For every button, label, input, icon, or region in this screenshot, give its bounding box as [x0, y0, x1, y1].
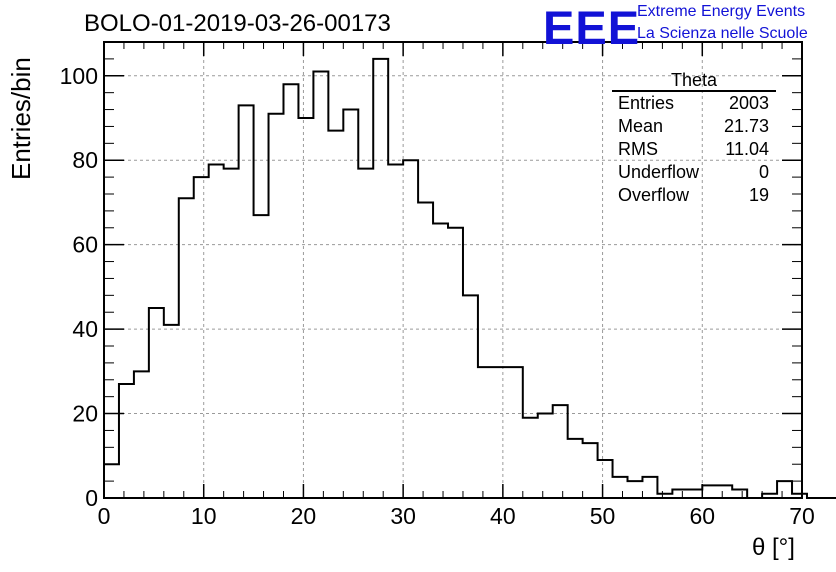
y-tick-label: 100 [60, 63, 98, 89]
stats-row-mean: Mean 21.73 [612, 115, 776, 138]
tick-labels: 0 10 20 30 40 50 60 70 0 20 40 60 80 100 [60, 63, 815, 529]
x-tick-label: 40 [490, 503, 516, 529]
stats-box: Theta Entries 2003 Mean 21.73 RMS 11.04 … [612, 70, 776, 207]
x-tick-label: 30 [390, 503, 416, 529]
eee-logo: EEE [543, 1, 641, 54]
stats-title: Theta [612, 70, 776, 92]
x-axis-label: θ [°] [752, 534, 795, 561]
x-tick-label: 10 [191, 503, 217, 529]
stats-row-rms: RMS 11.04 [612, 138, 776, 161]
x-tick-label: 50 [590, 503, 616, 529]
y-tick-label: 20 [72, 401, 98, 427]
chart-title: BOLO-01-2019-03-26-00173 [84, 10, 391, 37]
y-tick-label: 80 [72, 147, 98, 173]
stats-value: 19 [748, 185, 769, 205]
stats-label: Entries [618, 93, 675, 113]
stats-row-underflow: Underflow 0 [612, 161, 776, 184]
axis-ticks [103, 41, 803, 499]
stats-row-overflow: Overflow 19 [612, 184, 776, 207]
y-axis-label: Entries/bin [6, 57, 36, 180]
logo-text-line-1: Extreme Energy Events [637, 3, 806, 20]
y-tick-label: 40 [72, 316, 98, 342]
x-tick-label: 20 [291, 503, 317, 529]
x-tick-label: 60 [689, 503, 715, 529]
grid-lines [104, 42, 802, 498]
stats-value: 2003 [728, 93, 769, 113]
y-tick-label: 60 [72, 232, 98, 258]
stats-label: RMS [618, 139, 658, 159]
stats-value: 0 [758, 162, 769, 182]
stats-value: 11.04 [725, 139, 769, 159]
stats-value: 21.73 [723, 116, 769, 136]
y-tick-label: 0 [85, 485, 98, 511]
stats-label: Overflow [618, 185, 690, 205]
plot-frame [103, 41, 803, 499]
stats-label: Underflow [618, 162, 700, 182]
logo-text-line-2: La Scienza nelle Scuole [637, 25, 808, 42]
x-tick-label: 0 [98, 503, 111, 529]
stats-label: Mean [618, 116, 664, 136]
stats-row-entries: Entries 2003 [612, 92, 776, 115]
x-tick-label: 70 [789, 503, 815, 529]
histogram-series [103, 57, 836, 499]
